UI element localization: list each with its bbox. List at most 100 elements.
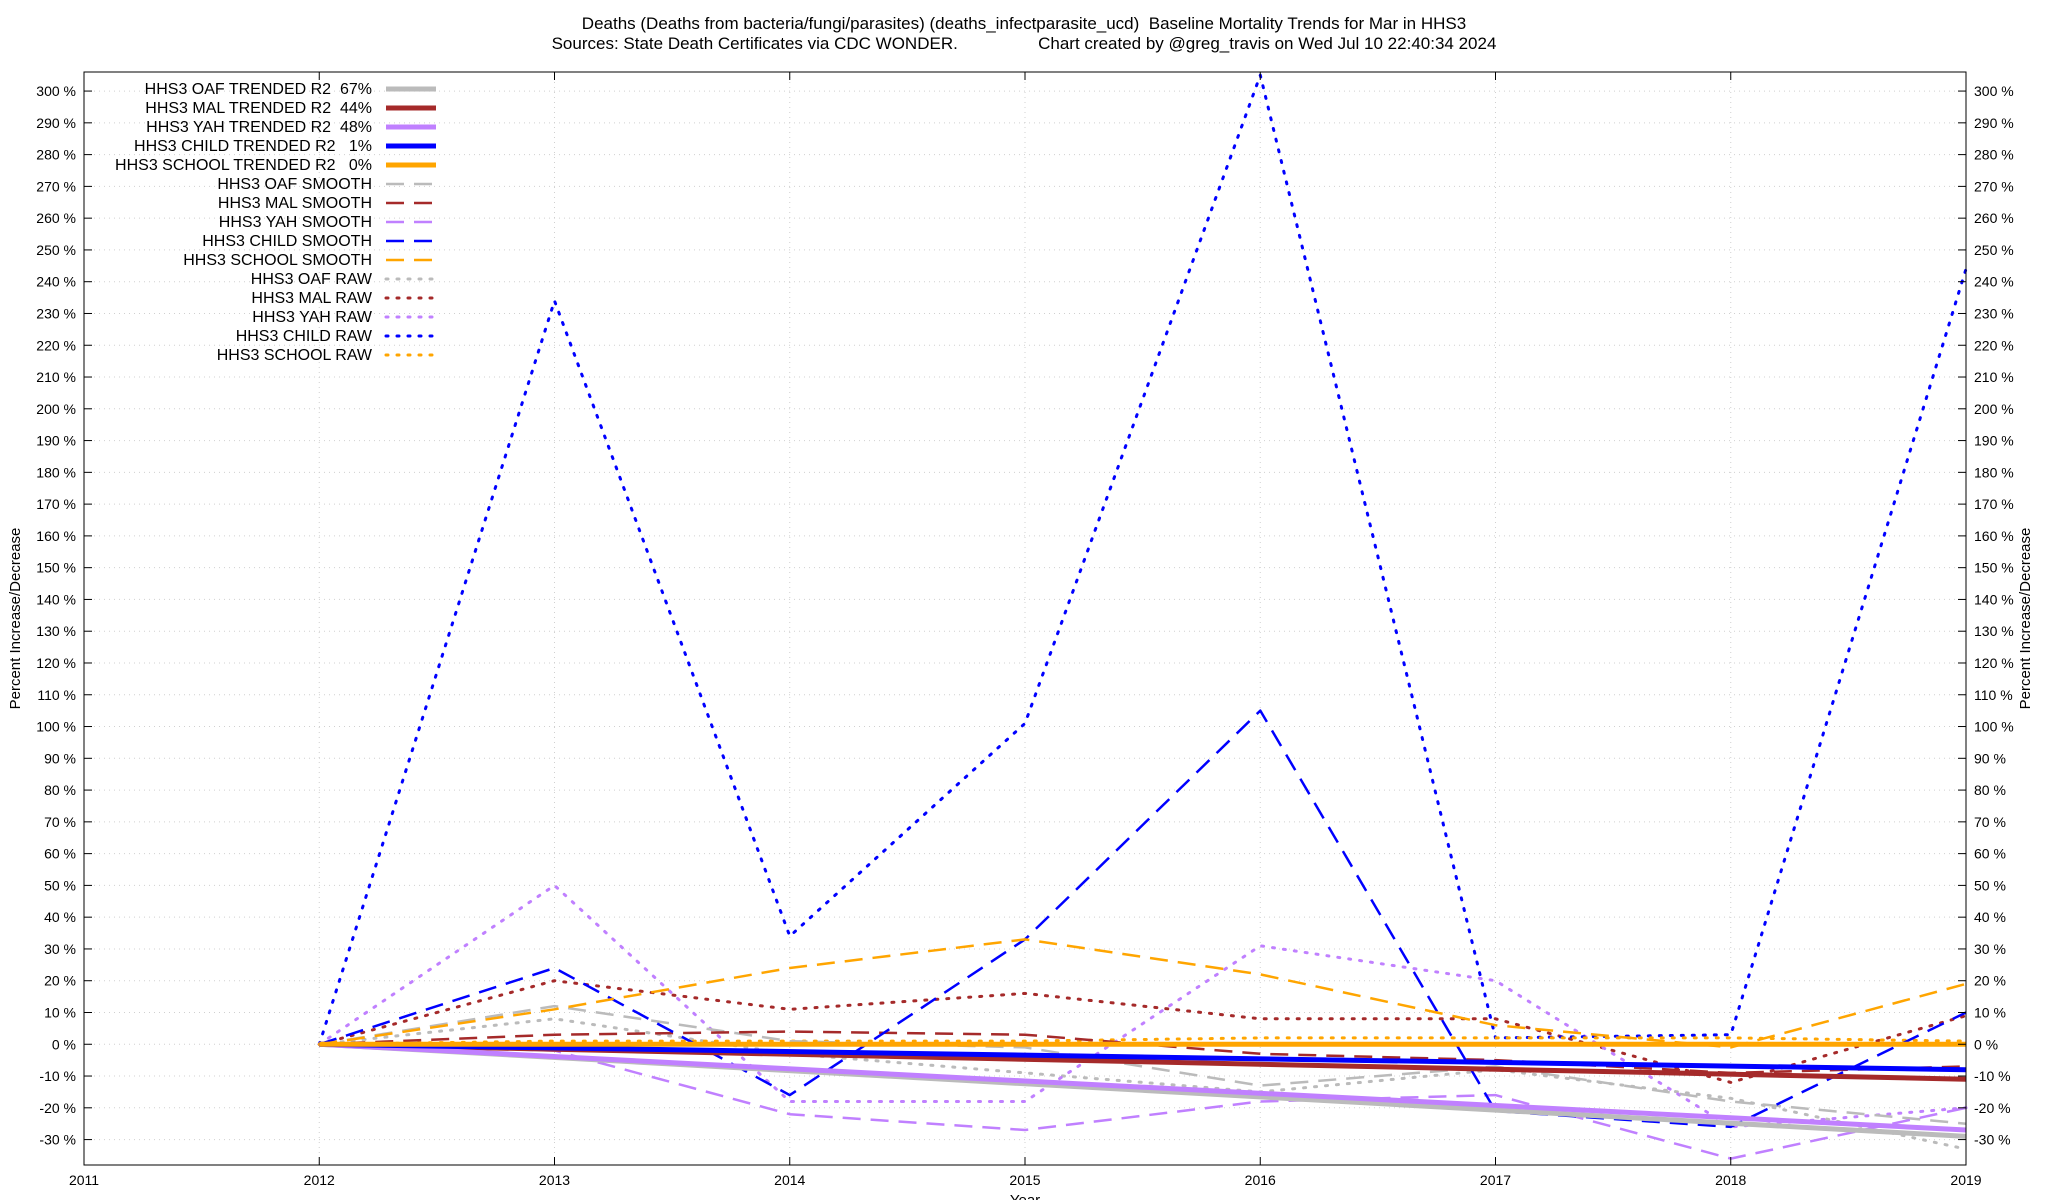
- y-tick-label: 100 %: [36, 719, 76, 735]
- y2-tick-label: 110 %: [1974, 687, 2013, 703]
- x-tick-label: 2014: [774, 1172, 805, 1188]
- x-tick-label: 2016: [1245, 1172, 1276, 1188]
- y2-tick-label: 240 %: [1974, 274, 2014, 290]
- y-tick-label: 10 %: [44, 1004, 76, 1020]
- x-tick-label: 2013: [539, 1172, 570, 1188]
- y2-tick-label: 40 %: [1974, 909, 2006, 925]
- y2-tick-label: 140 %: [1974, 591, 2014, 607]
- y-tick-label: 70 %: [44, 814, 76, 830]
- series-line-hhs3-yah-raw: [317, 883, 1968, 1129]
- y-tick-label: 170 %: [36, 496, 76, 512]
- y-tick-label: 240 %: [36, 274, 76, 290]
- y2-tick-label: 120 %: [1974, 655, 2014, 671]
- series-line-hhs3-oaf-smooth: [319, 1004, 1967, 1125]
- y-tick-label: 120 %: [36, 655, 76, 671]
- y-tick-label: 210 %: [36, 369, 76, 385]
- y-tick-label: 110 %: [37, 687, 76, 703]
- legend-label: HHS3 YAH RAW: [252, 309, 373, 326]
- y-tick-label: 30 %: [44, 941, 76, 957]
- y2-tick-label: -20 %: [1974, 1100, 2011, 1116]
- legend-label: HHS3 OAF RAW: [251, 271, 373, 288]
- legend-label: HHS3 SCHOOL RAW: [217, 347, 373, 364]
- x-tick-label: 2019: [1950, 1172, 1981, 1188]
- axis-ticks: 300 % 300 % 290 % 290 % 280 % 280 % 270 % 270 %…: [36, 72, 2014, 1188]
- y-tick-label: 220 %: [36, 337, 76, 353]
- legend-label: HHS3 CHILD RAW: [236, 328, 373, 345]
- chart-subtitle: Sources: State Death Certificates via CD…: [551, 34, 1497, 53]
- y-tick-label: -30 %: [39, 1132, 76, 1148]
- y2-tick-label: -30 %: [1974, 1132, 2011, 1148]
- legend: HHS3 OAF TRENDED R2 67% HHS3 MAL TRENDED …: [115, 81, 438, 364]
- y2-tick-label: 220 %: [1974, 337, 2014, 353]
- y2-tick-label: 20 %: [1974, 973, 2006, 989]
- y2-tick-label: 270 %: [1974, 178, 2014, 194]
- y-tick-label: 50 %: [44, 877, 76, 893]
- x-axis-label: Year: [1010, 1192, 1040, 1200]
- y-tick-label: 250 %: [36, 242, 76, 258]
- y2-tick-label: 100 %: [1974, 719, 2014, 735]
- y-tick-label: -10 %: [39, 1068, 76, 1084]
- series-line-hhs3-oaf-raw: [317, 1017, 1968, 1151]
- x-tick-label: 2018: [1715, 1172, 1746, 1188]
- y-axis-label: Percent Increase/Decrease: [7, 528, 24, 710]
- y-tick-label: 160 %: [36, 528, 76, 544]
- y-tick-label: 280 %: [36, 147, 76, 163]
- x-tick-label: 2015: [1009, 1172, 1040, 1188]
- legend-label: HHS3 SCHOOL SMOOTH: [183, 252, 372, 269]
- legend-label: HHS3 SCHOOL TRENDED R2 0%: [115, 157, 372, 174]
- y2-tick-label: 60 %: [1974, 846, 2006, 862]
- y-tick-label: 130 %: [36, 623, 76, 639]
- y2-tick-label: 290 %: [1974, 115, 2014, 131]
- y-tick-label: 0 %: [52, 1036, 76, 1052]
- y-tick-label: 20 %: [44, 973, 76, 989]
- y2-tick-label: 50 %: [1974, 877, 2006, 893]
- y2-tick-label: 300 %: [1974, 83, 2014, 99]
- series-line-hhs3-yah-trended-r2: [319, 1041, 1967, 1133]
- y2-tick-label: 90 %: [1974, 750, 2006, 766]
- y2-tick-label: 30 %: [1974, 941, 2006, 957]
- legend-label: HHS3 YAH TRENDED R2 48%: [146, 119, 372, 136]
- series-line-hhs3-school-raw: [317, 1036, 1968, 1046]
- legend-label: HHS3 YAH SMOOTH: [219, 214, 372, 231]
- y-tick-label: 290 %: [36, 115, 76, 131]
- y2-tick-label: 160 %: [1974, 528, 2014, 544]
- y2-tick-label: 210 %: [1974, 369, 2014, 385]
- y2-tick-label: 70 %: [1974, 814, 2006, 830]
- series-line-hhs3-child-trended-r2: [319, 1041, 1967, 1073]
- y2-tick-label: 150 %: [1974, 560, 2014, 576]
- y-tick-label: 260 %: [36, 210, 76, 226]
- y2-tick-label: -10 %: [1974, 1068, 2011, 1084]
- y-tick-label: 190 %: [36, 433, 76, 449]
- y2-axis-label: Percent Increase/Decrease: [2017, 528, 2034, 710]
- y-tick-label: 150 %: [36, 560, 76, 576]
- y-tick-label: 200 %: [36, 401, 76, 417]
- y2-tick-label: 230 %: [1974, 305, 2014, 321]
- y2-tick-label: 260 %: [1974, 210, 2014, 226]
- y2-tick-label: 250 %: [1974, 242, 2014, 258]
- legend-label: HHS3 OAF SMOOTH: [217, 176, 372, 193]
- y2-tick-label: 280 %: [1974, 147, 2014, 163]
- y-tick-label: 270 %: [36, 178, 76, 194]
- x-tick-label: 2012: [304, 1172, 335, 1188]
- grid: [83, 72, 1967, 1165]
- chart-title: Deaths (Deaths from bacteria/fungi/paras…: [581, 14, 1467, 33]
- series-line-hhs3-school-smooth: [319, 938, 1967, 1049]
- legend-label: HHS3 MAL SMOOTH: [218, 195, 372, 212]
- legend-label: HHS3 OAF TRENDED R2 67%: [145, 81, 372, 98]
- y2-tick-label: 190 %: [1974, 433, 2014, 449]
- legend-label: HHS3 MAL RAW: [251, 290, 373, 307]
- y-tick-label: 80 %: [44, 782, 76, 798]
- y2-tick-label: 200 %: [1974, 401, 2014, 417]
- y2-tick-label: 180 %: [1974, 464, 2014, 480]
- series-line-hhs3-child-raw: [317, 73, 1968, 1046]
- y2-tick-label: 170 %: [1974, 496, 2014, 512]
- y2-tick-label: 130 %: [1974, 623, 2014, 639]
- y2-tick-label: 10 %: [1974, 1004, 2006, 1020]
- series-line-hhs3-child-smooth: [318, 709, 1967, 1129]
- legend-label: HHS3 MAL TRENDED R2 44%: [145, 100, 372, 117]
- series-lines: [317, 73, 1968, 1160]
- y2-tick-label: 80 %: [1974, 782, 2006, 798]
- y-tick-label: 40 %: [44, 909, 76, 925]
- x-tick-label: 2011: [69, 1172, 99, 1188]
